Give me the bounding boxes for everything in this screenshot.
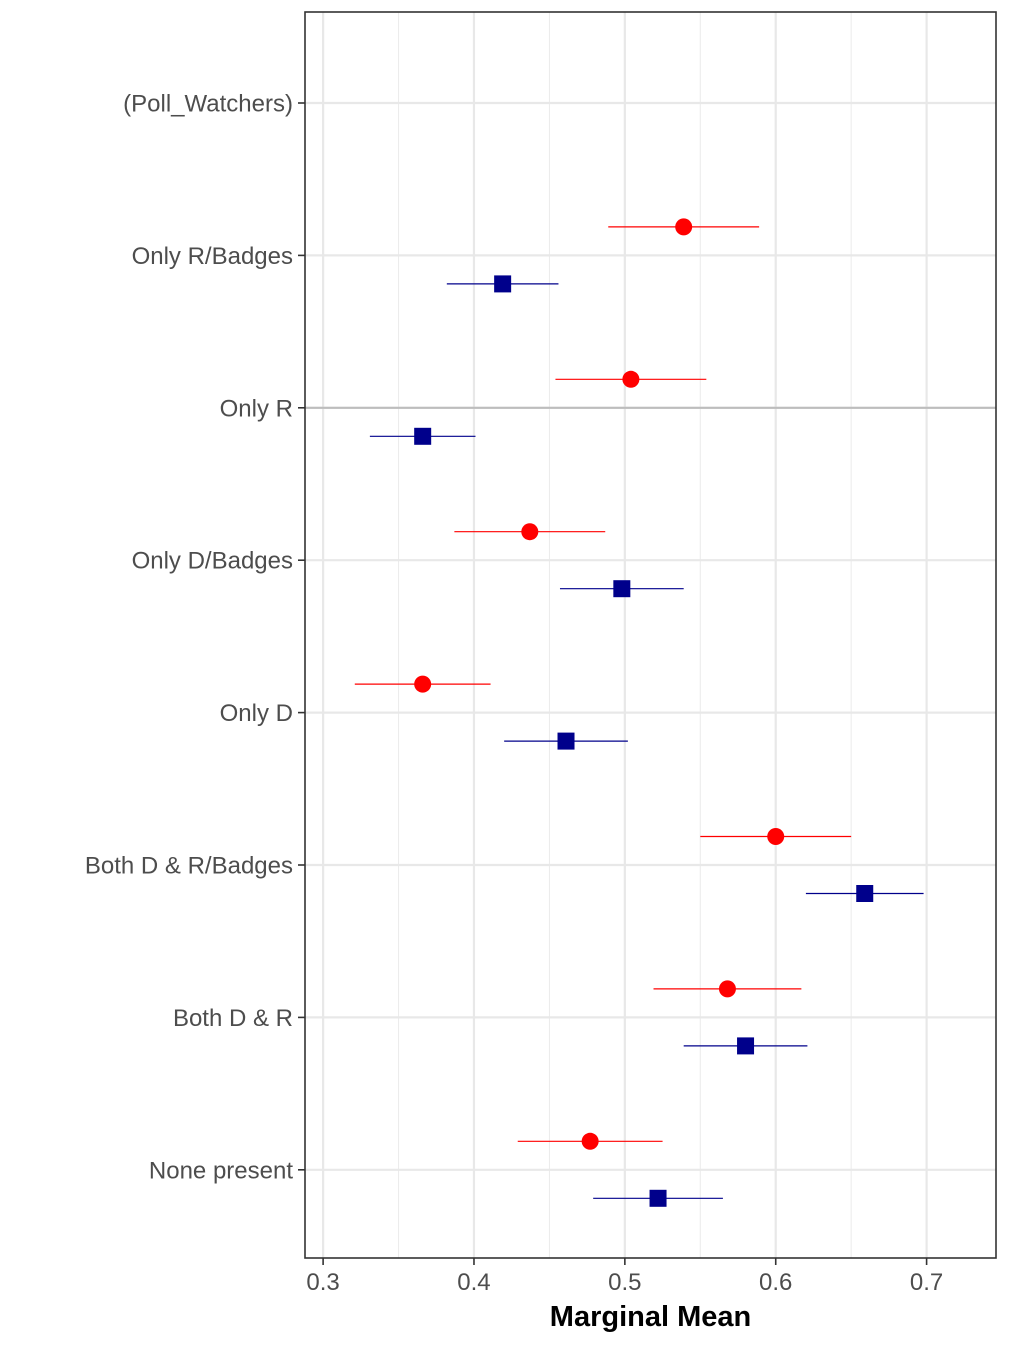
x-tick-label: 0.7: [910, 1269, 943, 1296]
point-marker-circle: [581, 1132, 599, 1150]
point-marker-square: [856, 885, 874, 902]
x-tick-label: 0.6: [759, 1269, 792, 1296]
x-axis-title: Marginal Mean: [550, 1301, 751, 1333]
y-tick-label: None present: [149, 1157, 293, 1184]
point-marker-square: [737, 1037, 755, 1055]
point-marker-circle: [767, 828, 785, 845]
y-tick-label: Both D & R: [173, 1005, 293, 1032]
y-tick-label: Both D & R/Badges: [85, 853, 293, 880]
panel-border: [304, 11, 997, 1259]
point-marker-square: [649, 1189, 667, 1207]
point-marker-circle: [622, 370, 640, 388]
point-marker-square: [494, 275, 512, 293]
x-axis: 0.3 0.4 0.5 0.6 0.7: [306, 1258, 943, 1296]
x-tick-label: 0.4: [457, 1269, 490, 1296]
y-tick-label: Only R: [220, 395, 293, 422]
major-gridlines: [305, 12, 996, 1258]
point-marker-circle: [521, 523, 539, 541]
y-tick-label: Only D/Badges: [132, 548, 293, 575]
x-tick-label: 0.5: [608, 1269, 641, 1296]
minor-gridlines: [398, 12, 852, 1258]
point-marker-square: [414, 427, 432, 445]
data-marks: [354, 218, 924, 1207]
y-axis: (Poll_Watchers) Only R/Badges Only R Only D…: [85, 91, 305, 1184]
point-marker-square: [613, 580, 631, 598]
point-marker-square: [557, 732, 575, 750]
y-tick-label: Only D: [220, 700, 293, 727]
point-marker-circle: [414, 675, 432, 693]
y-tick-label: Only R/Badges: [132, 243, 293, 270]
point-marker-circle: [675, 218, 693, 236]
x-tick-label: 0.3: [306, 1269, 339, 1296]
point-marker-circle: [718, 980, 736, 998]
y-tick-label: (Poll_Watchers): [123, 91, 293, 118]
